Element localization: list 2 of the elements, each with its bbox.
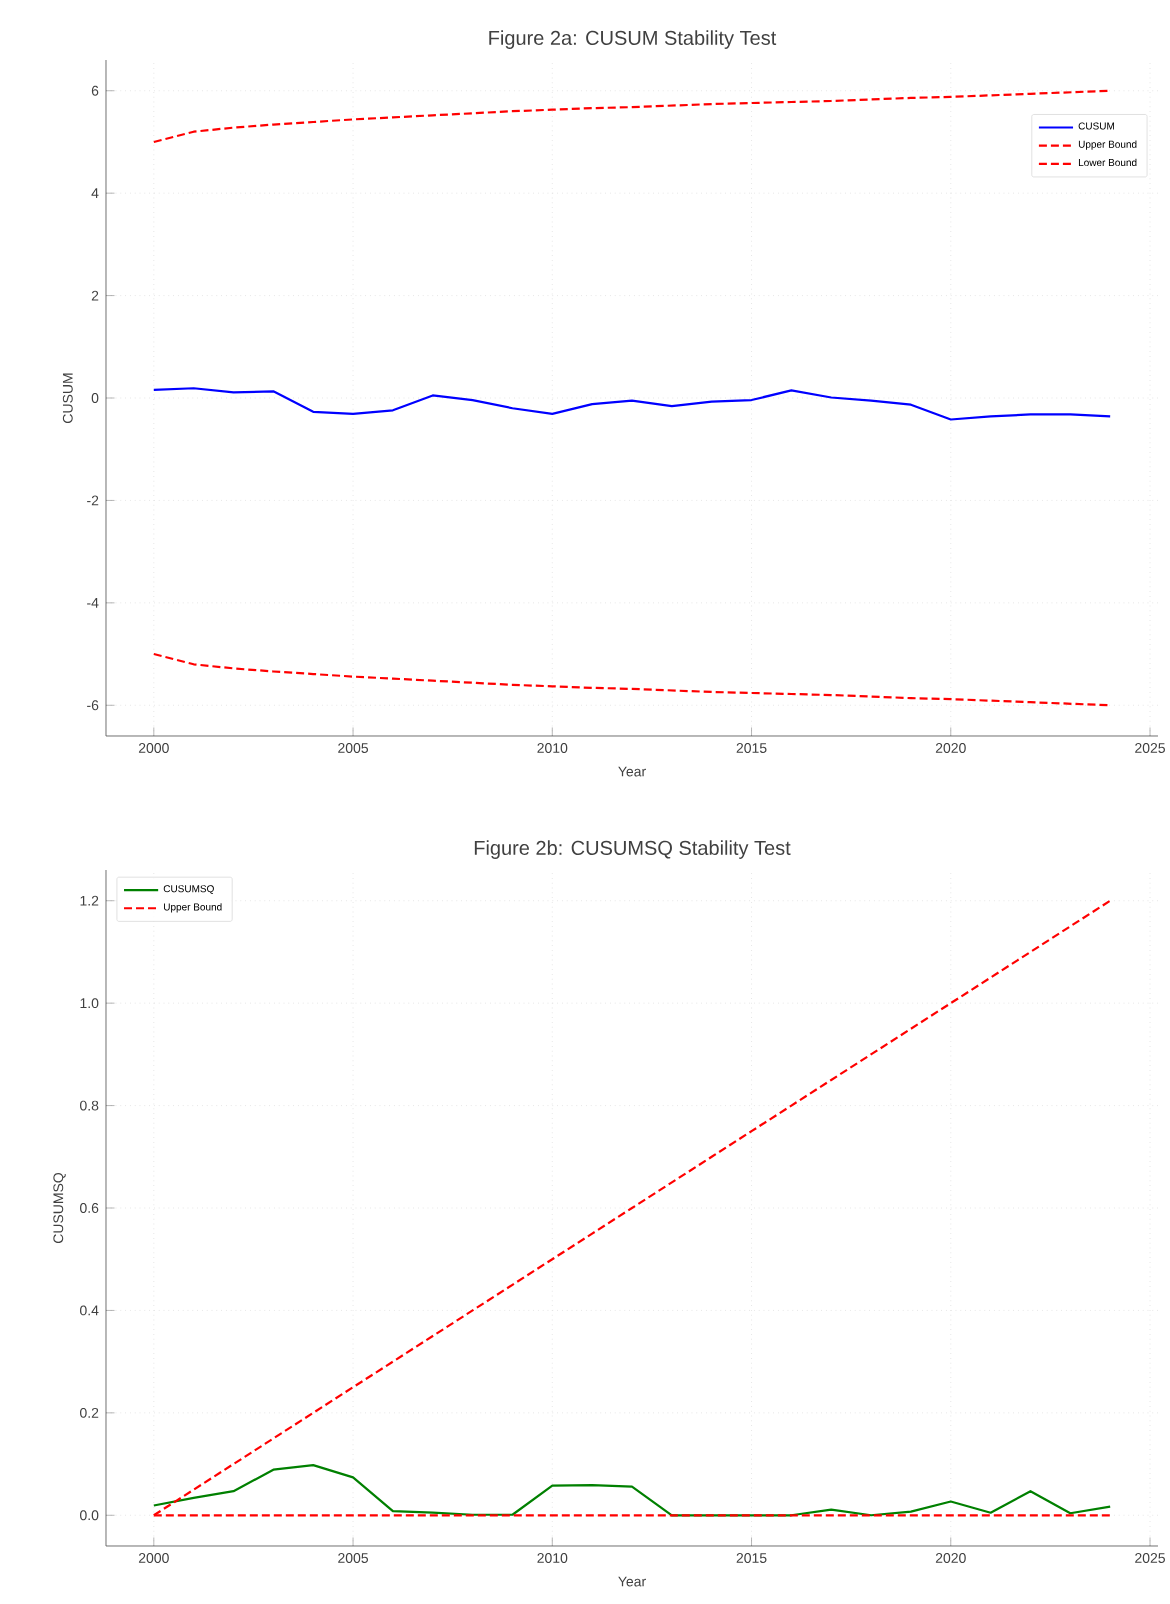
chart-title: Figure 2a: CUSUM Stability Test — [489, 30, 777, 49]
chart-title: Figure 2b: CUSUMSQ Stability Test — [474, 840, 791, 859]
